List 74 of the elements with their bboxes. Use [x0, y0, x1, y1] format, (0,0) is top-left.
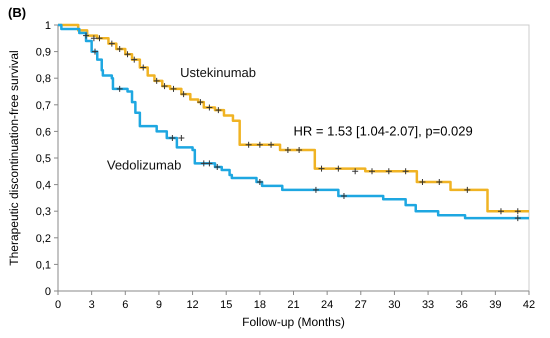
y-tick-label: 0,7	[36, 100, 51, 112]
point	[170, 85, 178, 92]
y-tick-label: 0,6	[36, 126, 51, 138]
y-tick-label: 0,3	[36, 206, 51, 218]
point	[196, 98, 204, 106]
point	[418, 178, 426, 186]
point	[200, 160, 208, 167]
point	[268, 141, 275, 148]
y-tick-label: 0,8	[36, 73, 51, 86]
point	[178, 134, 185, 142]
y-tick-label: 0,1	[36, 259, 51, 272]
x-tick-label: 15	[220, 299, 232, 311]
y-tick-label: 0	[44, 286, 51, 298]
point	[340, 192, 348, 200]
point	[514, 214, 522, 222]
point	[352, 168, 359, 175]
point	[161, 82, 168, 90]
x-tick-label: 36	[456, 299, 468, 311]
point	[206, 160, 213, 167]
x-tick-label: 12	[186, 299, 199, 311]
point	[90, 34, 98, 42]
point	[256, 141, 264, 148]
x-tick-label: 0	[54, 299, 62, 311]
point	[296, 146, 303, 154]
y-tick-label: 0,9	[36, 46, 51, 59]
annotation: HR = 1.53 [1.04-2.07], p=0.029	[294, 123, 473, 138]
point	[180, 90, 188, 98]
y-tick-label: 0,2	[36, 232, 51, 245]
series-label: Vedolizumab	[106, 157, 182, 172]
x-tick-label: 30	[388, 299, 401, 311]
chart-title: (B)	[8, 5, 26, 20]
x-tick-label: 42	[522, 299, 536, 311]
y-tick-label: 0,4	[36, 180, 51, 192]
point	[214, 164, 221, 171]
point	[108, 40, 116, 48]
x-tick-label: 3	[88, 299, 95, 311]
point	[214, 106, 222, 114]
x-axis-title: Follow-up (Months)	[242, 315, 345, 329]
point	[436, 178, 443, 186]
point	[96, 34, 103, 42]
point	[334, 165, 342, 172]
point	[312, 186, 320, 194]
x-tick-label: 33	[422, 299, 434, 311]
point	[497, 208, 504, 215]
point	[168, 134, 176, 142]
point	[130, 56, 138, 64]
x-tick-label: 27	[354, 299, 367, 311]
series-label: Ustekinumab	[180, 64, 256, 80]
point	[464, 186, 471, 194]
point	[245, 141, 252, 148]
x-tick-label: 39	[489, 299, 502, 311]
point	[368, 168, 376, 175]
y-tick-label: 1	[44, 20, 51, 32]
y-axis-title: Therapeutic discontinuation-free survival	[7, 50, 21, 266]
point	[402, 168, 410, 175]
x-tick-label: 9	[156, 299, 162, 311]
x-tick-label: 21	[287, 299, 300, 311]
x-tick-label: 6	[122, 299, 128, 311]
point	[318, 165, 326, 172]
point	[256, 178, 264, 186]
x-tick-label: 18	[254, 299, 266, 311]
point	[82, 32, 90, 40]
point	[92, 48, 99, 56]
point	[514, 208, 522, 215]
point	[385, 168, 392, 175]
point	[116, 45, 124, 52]
point	[116, 85, 124, 92]
point	[153, 77, 160, 84]
point	[206, 104, 213, 111]
y-tick-label: 0,5	[36, 153, 51, 165]
x-tick-label: 24	[321, 299, 334, 311]
point	[140, 64, 147, 72]
point	[284, 146, 292, 154]
point	[124, 50, 132, 58]
